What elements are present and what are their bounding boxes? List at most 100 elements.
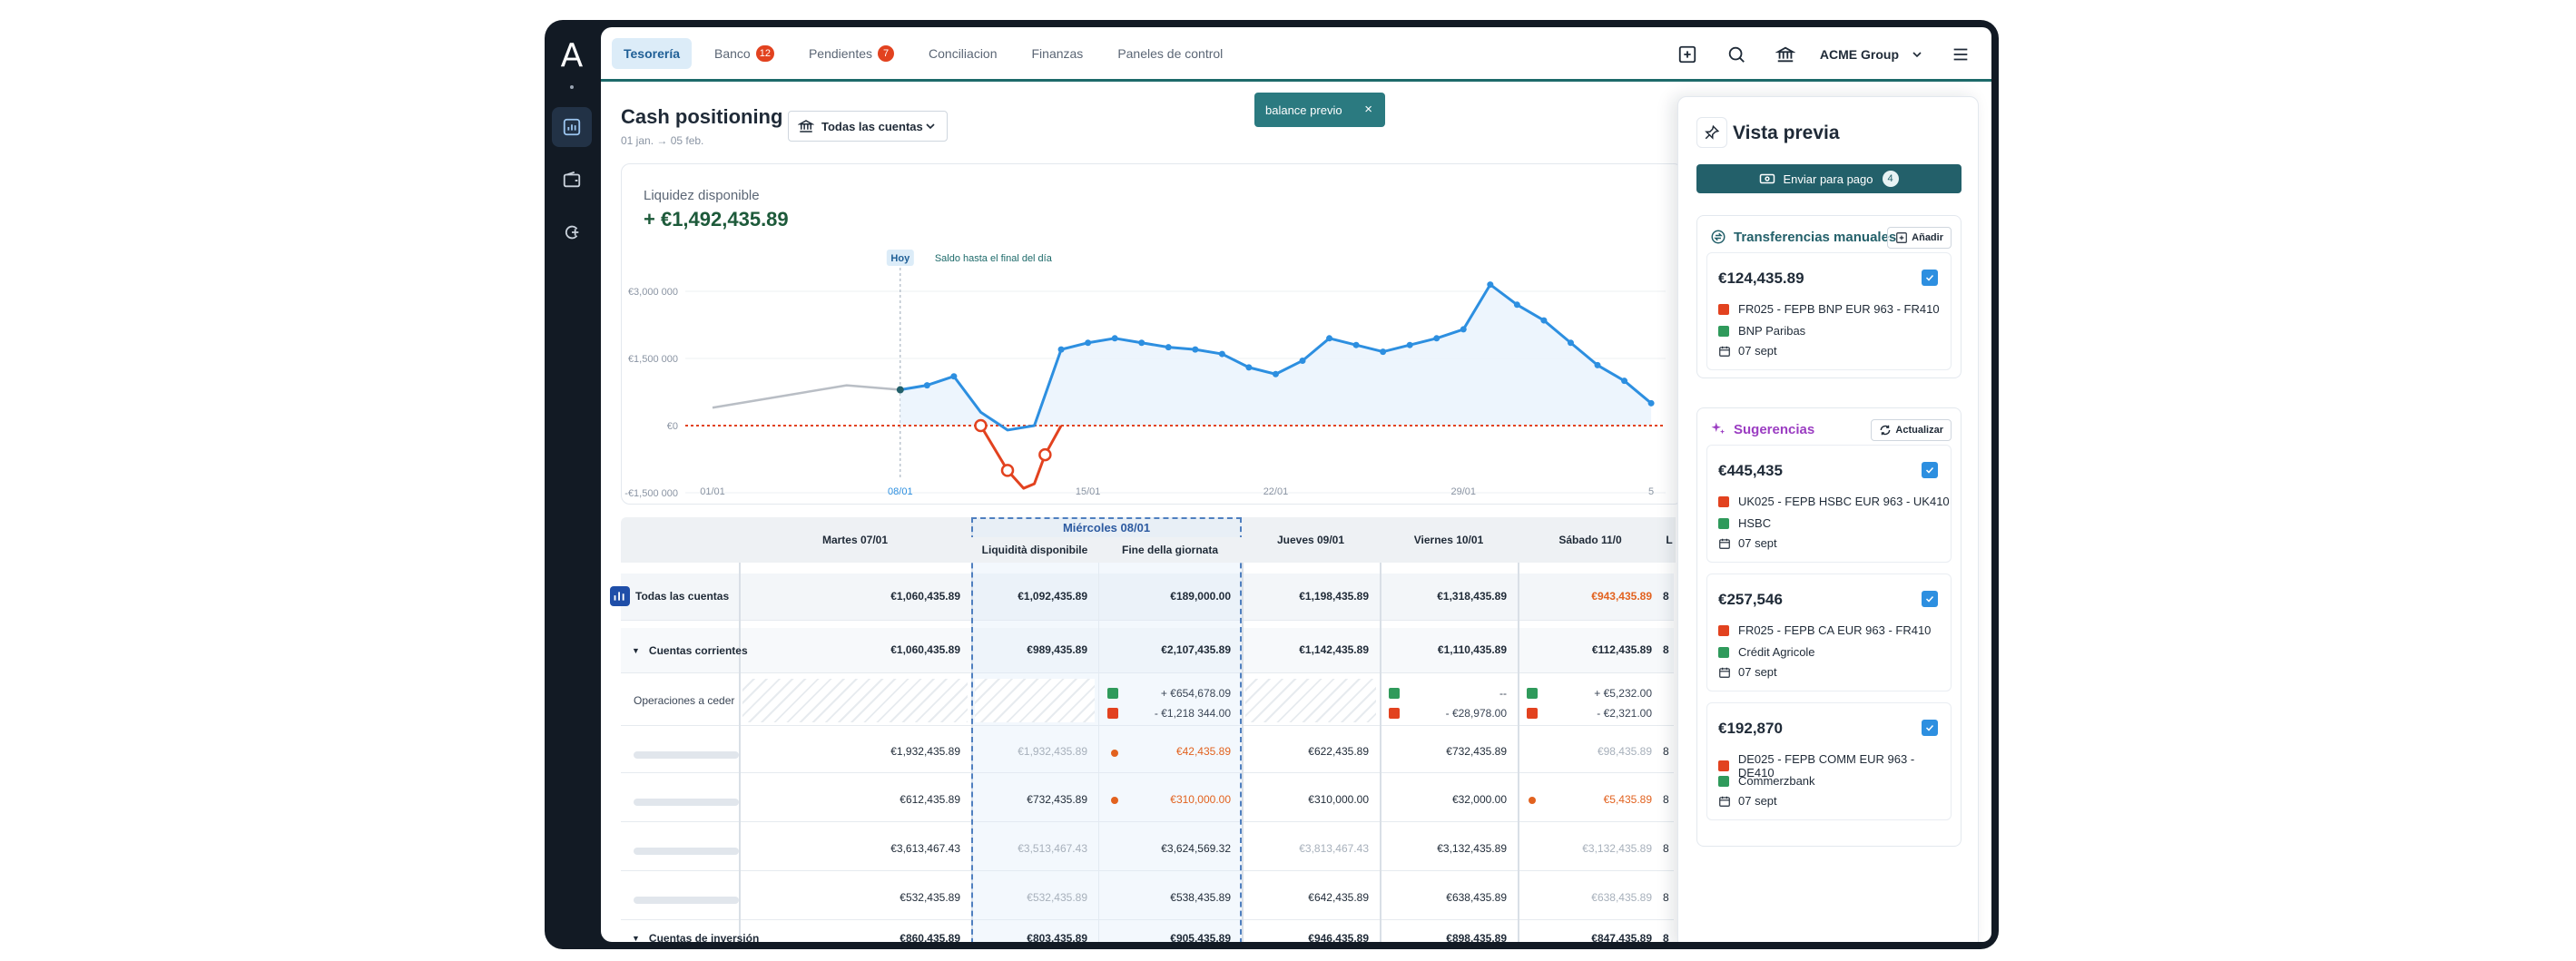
hatched-cell xyxy=(742,679,968,722)
x-tick-label: 29/01 xyxy=(1451,486,1477,497)
liquidity-chart[interactable]: €3,000 000 €1,500 000 €0 -€1,500 000 01/01 08… xyxy=(622,164,1684,505)
table-cell: €612,435.89 xyxy=(900,793,960,806)
close-icon[interactable]: × xyxy=(1364,102,1372,117)
negative-point xyxy=(1038,447,1052,462)
source-icon xyxy=(1718,495,1729,507)
bank-source-icon xyxy=(1718,646,1729,658)
source-icon xyxy=(1718,624,1729,636)
suggestion-item[interactable]: €192,870 DE025 - FEPB COMM EUR 963 - DE4… xyxy=(1706,702,1952,820)
suggestion-checkbox[interactable] xyxy=(1922,591,1938,607)
y-tick-label: -€1,500 000 xyxy=(624,488,678,499)
tab-pendientes[interactable]: Pendientes 7 xyxy=(797,38,906,69)
table-cell: €310,000.00 xyxy=(1308,793,1369,806)
chevron-down-icon xyxy=(926,123,935,130)
panel-title: Vista previa xyxy=(1733,123,1840,143)
table-cell: €898,435.89 xyxy=(1446,932,1507,942)
row-label-investment-accounts[interactable]: ▼ Cuentas de inversión xyxy=(632,920,759,942)
sparkle-icon xyxy=(1711,422,1726,435)
outflow-icon xyxy=(1389,708,1400,719)
suggestion-checkbox[interactable] xyxy=(1922,720,1938,736)
tab-tesoreria[interactable]: Tesorería xyxy=(612,37,692,69)
add-transfer-button[interactable]: Añadir xyxy=(1887,227,1952,249)
suggestion-date: 07 sept xyxy=(1718,794,1777,808)
suggestion-bank: HSBC xyxy=(1718,516,1771,530)
table-cell: €1,060,435.89 xyxy=(890,643,960,656)
suggestion-item[interactable]: €257,546 FR025 - FEPB CA EUR 963 - FR410… xyxy=(1706,574,1952,691)
alert-dot xyxy=(1529,797,1536,804)
source-icon xyxy=(1718,303,1729,315)
pin-button[interactable] xyxy=(1696,117,1727,148)
x-tick-label: 22/01 xyxy=(1263,486,1289,497)
tab-banco[interactable]: Banco 12 xyxy=(703,38,786,69)
table-cell: €1,318,435.89 xyxy=(1437,590,1507,603)
calendar-icon xyxy=(1719,796,1730,807)
suggestion-bank: Commerzbank xyxy=(1718,774,1815,788)
refresh-label: Actualizar xyxy=(1895,425,1943,436)
col-header-saturday: Sábado 11/0 xyxy=(1518,517,1663,563)
tab-paneles[interactable]: Paneles de control xyxy=(1106,38,1234,69)
forecast-point xyxy=(1433,335,1440,342)
page-title: Cash positioning xyxy=(621,105,783,128)
col-header-thursday: Jueves 09/01 xyxy=(1242,517,1380,563)
bank-button[interactable] xyxy=(1773,42,1798,67)
table-row[interactable] xyxy=(621,574,1674,621)
add-button[interactable] xyxy=(1675,42,1700,67)
table-cell: €1,060,435.89 xyxy=(890,590,960,603)
forecast-point xyxy=(923,382,930,389)
table-cell: €1,110,435.89 xyxy=(1437,643,1507,656)
bank-text: BNP Paribas xyxy=(1738,324,1806,338)
bank-icon xyxy=(1775,46,1795,63)
rail-nav-cash[interactable] xyxy=(552,107,592,147)
table-cell: €98,435.89 xyxy=(1597,745,1652,758)
preview-panel: Vista previa Enviar para pago 4 Transfer… xyxy=(1677,96,1979,942)
suggestion-date: 07 sept xyxy=(1718,536,1777,550)
plus-square-icon xyxy=(1896,232,1907,243)
transfer-ref: FR025 - FEPB BNP EUR 963 - FR410 xyxy=(1718,302,1940,316)
ref-text: FR025 - FEPB CA EUR 963 - FR410 xyxy=(1738,623,1932,637)
rail-nav-wallet[interactable] xyxy=(552,160,592,200)
section-title: Transferencias manuales xyxy=(1734,229,1897,245)
table-cell: €3,513,467.43 xyxy=(1018,842,1087,855)
table-cell: €1,198,435.89 xyxy=(1299,590,1369,603)
flow-value: - €28,978.00 xyxy=(1445,707,1507,720)
row-label-operations: Operaciones a ceder xyxy=(634,694,735,707)
forecast-point xyxy=(1513,301,1520,309)
tab-finanzas[interactable]: Finanzas xyxy=(1020,38,1096,69)
group-selector[interactable]: ACME Group xyxy=(1820,47,1924,62)
tab-label: Banco xyxy=(714,45,751,61)
outflow-icon xyxy=(1527,708,1538,719)
table-row[interactable] xyxy=(621,828,1674,871)
refresh-button[interactable]: Actualizar xyxy=(1871,419,1952,441)
suggestion-ref: DE025 - FEPB COMM EUR 963 - DE410 xyxy=(1718,752,1951,780)
transfer-checkbox[interactable] xyxy=(1922,270,1938,286)
forecast-point xyxy=(1326,335,1333,342)
suggestion-ref: FR025 - FEPB CA EUR 963 - FR410 xyxy=(1718,623,1931,637)
forecast-point xyxy=(1460,326,1467,333)
rail-nav-connect[interactable] xyxy=(552,212,592,252)
table-row[interactable] xyxy=(621,731,1674,773)
account-select[interactable]: Todas las cuentas xyxy=(788,111,948,142)
search-button[interactable] xyxy=(1724,42,1749,67)
suggestion-item[interactable]: €445,435 UK025 - FEPB HSBC EUR 963 - UK4… xyxy=(1706,445,1952,563)
menu-button[interactable] xyxy=(1948,42,1973,67)
row-label-current-accounts[interactable]: ▼ Cuentas corrientes xyxy=(632,624,748,677)
inflow-icon xyxy=(1527,688,1538,699)
send-to-pay-button[interactable]: Enviar para pago 4 xyxy=(1696,164,1961,193)
cash-table: Miércoles 08/01 Martes 07/01 Liquidità dis… xyxy=(610,517,1676,942)
table-cell: €1,092,435.89 xyxy=(1018,590,1087,603)
caret-down-icon: ▼ xyxy=(632,934,640,942)
suggestion-checkbox[interactable] xyxy=(1922,462,1938,478)
ref-text: FR025 - FEPB BNP EUR 963 - FR410 xyxy=(1738,302,1940,316)
transfer-item[interactable]: €124,435.89 FR025 - FEPB BNP EUR 963 - F… xyxy=(1706,252,1952,370)
col-header-next: L xyxy=(1663,517,1676,563)
table-row[interactable] xyxy=(621,628,1674,673)
table-row[interactable] xyxy=(621,779,1674,822)
ref-text: DE025 - FEPB COMM EUR 963 - DE410 xyxy=(1737,752,1915,780)
tab-conciliacion[interactable]: Conciliacion xyxy=(917,38,1008,69)
table-row[interactable] xyxy=(621,877,1674,920)
table-cell: €638,435.89 xyxy=(1446,891,1507,904)
tab-label: Pendientes xyxy=(808,45,873,61)
table-cell: €732,435.89 xyxy=(1027,793,1087,806)
table-cell: €642,435.89 xyxy=(1308,891,1369,904)
table-cell: 8 xyxy=(1663,793,1669,806)
